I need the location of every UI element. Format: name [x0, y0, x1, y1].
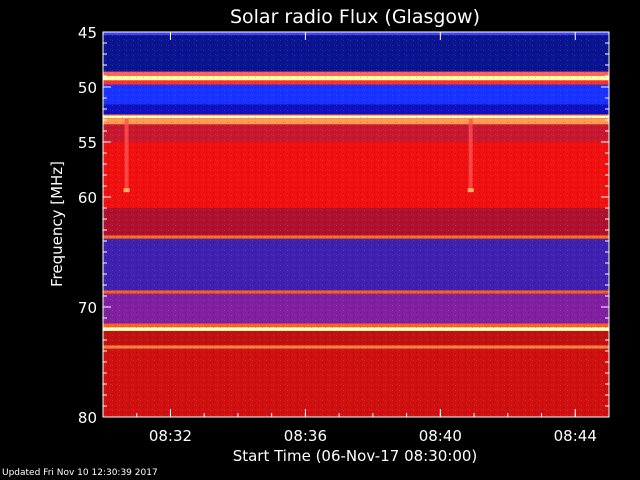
- chart-title: Solar radio Flux (Glasgow): [230, 6, 480, 28]
- y-tick-label: 50: [78, 79, 97, 97]
- x-tick-label: 08:32: [149, 427, 192, 445]
- y-axis: 45 50 55 60 70 80: [78, 24, 609, 427]
- y-tick-label: 45: [78, 24, 97, 42]
- y-axis-label: Frequency [MHz]: [48, 161, 66, 287]
- y-tick-label: 55: [78, 134, 97, 152]
- noise-texture: [103, 32, 609, 417]
- x-tick-label: 08:40: [419, 427, 462, 445]
- y-tick-label: 60: [78, 189, 97, 207]
- x-tick-label: 08:36: [284, 427, 327, 445]
- x-tick-label: 08:44: [554, 427, 597, 445]
- x-axis: 08:32 08:36 08:40 08:44: [102, 32, 610, 445]
- y-tick-label: 70: [78, 299, 97, 317]
- y-tick-label: 80: [78, 409, 97, 427]
- plot-frame: [102, 31, 610, 418]
- x-axis-label: Start Time (06-Nov-17 08:30:00): [233, 447, 478, 465]
- update-timestamp: Updated Fri Nov 10 12:30:39 2017: [2, 468, 158, 478]
